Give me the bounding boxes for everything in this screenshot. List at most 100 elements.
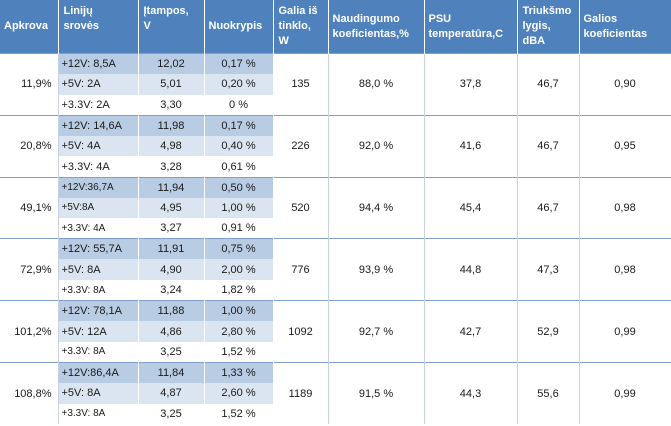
noise-cell: 47,3 bbox=[517, 238, 580, 301]
deviation-cell: 1,52 % bbox=[204, 403, 274, 425]
deviation-cell: 0,61 % bbox=[204, 156, 274, 178]
deviation-cell: 2,80 % bbox=[204, 321, 274, 342]
header-power-factor: Galios koeficientas bbox=[579, 0, 671, 54]
efficiency-cell: 91,5 % bbox=[328, 361, 425, 425]
power-factor-cell: 0,98 bbox=[579, 238, 671, 301]
power-factor-cell: 0,90 bbox=[579, 53, 671, 116]
current-cell: +12V: 78,1A bbox=[58, 300, 139, 322]
wall-power-cell: 520 bbox=[273, 176, 329, 239]
current-cell: +5V: 8A bbox=[58, 383, 139, 404]
load-cell: 72,9% bbox=[0, 238, 59, 301]
deviation-cell: 1,82 % bbox=[204, 280, 274, 301]
voltage-cell: 4,90 bbox=[138, 259, 205, 281]
table-row: 20,8% +12V: 14,6A 11,98 0,17 % 226 92,0 % 41,6… bbox=[0, 114, 671, 178]
efficiency-cell: 92,7 % bbox=[328, 300, 425, 363]
power-factor-cell: 0,99 bbox=[579, 300, 671, 363]
noise-cell: 46,7 bbox=[517, 176, 580, 239]
current-cell: +3.3V: 2A bbox=[58, 94, 139, 116]
header-deviation: Nuokrypis bbox=[204, 0, 274, 54]
voltage-cell: 11,88 bbox=[138, 300, 205, 322]
deviation-cell: 0,50 % bbox=[204, 176, 274, 198]
voltage-cell: 4,95 bbox=[138, 197, 205, 219]
header-load: Apkrova bbox=[0, 0, 59, 54]
table-row: +3.3V: 8A 3,25 1,52 % bbox=[0, 403, 671, 425]
efficiency-cell: 93,9 % bbox=[328, 238, 425, 301]
table-row: +5V: 8A 4,90 2,00 % bbox=[0, 259, 671, 281]
current-cell: +12V:36,7A bbox=[58, 176, 139, 198]
load-cell: 11,9% bbox=[0, 53, 59, 116]
header-voltages: Įtampos, V bbox=[138, 0, 205, 54]
deviation-cell: 2,60 % bbox=[204, 383, 274, 404]
current-cell: +3.3V: 4A bbox=[58, 218, 139, 239]
efficiency-cell: 94,4 % bbox=[328, 176, 425, 239]
table-row: 49,1% +12V:36,7A 11,94 0,50 % 520 94,4 % 45,4 4… bbox=[0, 176, 671, 239]
voltage-cell: 11,98 bbox=[138, 114, 205, 136]
current-cell: +3.3V: 8A bbox=[58, 280, 139, 301]
temperature-cell: 45,4 bbox=[424, 176, 518, 239]
deviation-cell: 0,40 % bbox=[204, 135, 274, 157]
deviation-cell: 0,91 % bbox=[204, 218, 274, 239]
voltage-cell: 4,87 bbox=[138, 383, 205, 404]
temperature-cell: 44,8 bbox=[424, 238, 518, 301]
current-cell: +3.3V: 4A bbox=[58, 156, 139, 178]
noise-cell: 46,7 bbox=[517, 114, 580, 178]
voltage-cell: 3,25 bbox=[138, 341, 205, 363]
deviation-cell: 0 % bbox=[204, 94, 274, 116]
deviation-cell: 0,75 % bbox=[204, 238, 274, 260]
deviation-cell: 0,17 % bbox=[204, 53, 274, 75]
table-row: +5V: 4A 4,98 0,40 % bbox=[0, 135, 671, 157]
wall-power-cell: 1189 bbox=[273, 361, 329, 425]
current-cell: +12V: 8,5A bbox=[58, 53, 139, 75]
table-row: +5V: 2A 5,01 0,20 % bbox=[0, 74, 671, 95]
load-cell: 108,8% bbox=[0, 361, 59, 425]
table-row: +3.3V: 4A 3,28 0,61 % bbox=[0, 156, 671, 178]
current-cell: +5V:8A bbox=[58, 197, 139, 219]
header-line-currents: Linijų srovės bbox=[58, 0, 139, 54]
voltage-cell: 3,24 bbox=[138, 280, 205, 301]
voltage-cell: 3,25 bbox=[138, 403, 205, 425]
current-cell: +12V: 55,7A bbox=[58, 238, 139, 260]
voltage-cell: 4,86 bbox=[138, 321, 205, 342]
table-row: +5V: 8A 4,87 2,60 % bbox=[0, 383, 671, 404]
header-psu-temperature: PSU temperatūra,C bbox=[424, 0, 518, 54]
voltage-cell: 3,30 bbox=[138, 94, 205, 116]
table-row: +3.3V: 8A 3,25 1,52 % bbox=[0, 341, 671, 363]
current-cell: +12V: 14,6A bbox=[58, 114, 139, 136]
efficiency-cell: 92,0 % bbox=[328, 114, 425, 178]
deviation-cell: 1,00 % bbox=[204, 197, 274, 219]
load-cell: 101,2% bbox=[0, 300, 59, 363]
table-row: 108,8% +12V:86,4A 11,84 1,33 % 1189 91,5 % 44,… bbox=[0, 361, 671, 425]
current-cell: +3.3V: 8A bbox=[58, 341, 139, 363]
wall-power-cell: 135 bbox=[273, 53, 329, 116]
table-row: +3.3V: 4A 3,27 0,91 % bbox=[0, 218, 671, 239]
table-row: +3.3V: 2A 3,30 0 % bbox=[0, 94, 671, 116]
current-cell: +5V: 2A bbox=[58, 74, 139, 95]
deviation-cell: 1,00 % bbox=[204, 300, 274, 322]
wall-power-cell: 776 bbox=[273, 238, 329, 301]
current-cell: +5V: 12A bbox=[58, 321, 139, 342]
table-row: 72,9% +12V: 55,7A 11,91 0,75 % 776 93,9 % 44,8… bbox=[0, 238, 671, 301]
temperature-cell: 37,8 bbox=[424, 53, 518, 116]
deviation-cell: 1,33 % bbox=[204, 361, 274, 383]
deviation-cell: 2,00 % bbox=[204, 259, 274, 281]
header-wall-power: Galia iš tinklo, W bbox=[273, 0, 329, 54]
power-factor-cell: 0,95 bbox=[579, 114, 671, 178]
header-efficiency: Naudingumo koeficientas,% bbox=[328, 0, 425, 54]
wall-power-cell: 1092 bbox=[273, 300, 329, 363]
voltage-cell: 11,91 bbox=[138, 238, 205, 260]
deviation-cell: 0,17 % bbox=[204, 114, 274, 136]
load-cell: 49,1% bbox=[0, 176, 59, 239]
load-cell: 20,8% bbox=[0, 114, 59, 178]
current-cell: +12V:86,4A bbox=[58, 361, 139, 383]
voltage-cell: 11,94 bbox=[138, 176, 205, 198]
voltage-cell: 4,98 bbox=[138, 135, 205, 157]
table-body: 11,9% +12V: 8,5A 12,02 0,17 % 135 88,0 % 37,8 4… bbox=[0, 53, 671, 425]
deviation-cell: 0,20 % bbox=[204, 74, 274, 95]
voltage-cell: 3,28 bbox=[138, 156, 205, 178]
temperature-cell: 42,7 bbox=[424, 300, 518, 363]
table-row: +3.3V: 8A 3,24 1,82 % bbox=[0, 280, 671, 301]
power-factor-cell: 0,98 bbox=[579, 176, 671, 239]
power-factor-cell: 0,99 bbox=[579, 361, 671, 425]
header-noise-level: Triukšmo lygis, dBA bbox=[517, 0, 580, 54]
voltage-cell: 3,27 bbox=[138, 218, 205, 239]
